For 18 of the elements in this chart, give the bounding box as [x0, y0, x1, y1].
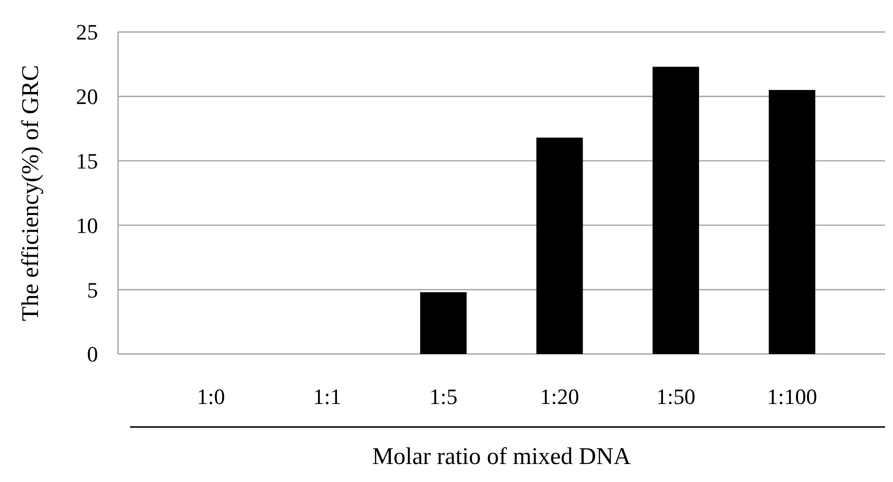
y-tick-label: 15	[76, 148, 98, 174]
bar	[420, 292, 467, 354]
x-tick-label: 1:0	[196, 384, 226, 409]
y-tick-label: 25	[76, 20, 98, 45]
x-tick-label: 1:100	[766, 384, 818, 409]
x-tick-label: 1:5	[429, 384, 458, 409]
x-axis-title: Molar ratio of mixed DNA	[372, 444, 632, 470]
x-tick-label: 1:1	[313, 384, 342, 409]
bar	[652, 66, 700, 354]
y-tick-label: 20	[76, 84, 98, 110]
x-tick-label: 1:50	[656, 384, 696, 409]
bar	[768, 90, 816, 354]
bar	[536, 138, 583, 354]
y-tick-label: 5	[87, 277, 98, 302]
y-tick-label: 10	[76, 212, 98, 238]
x-tick-label: 1:20	[540, 384, 580, 409]
y-tick-label: 0	[87, 342, 98, 367]
y-axis-title: The efficiency(%) of GRC	[18, 64, 44, 322]
